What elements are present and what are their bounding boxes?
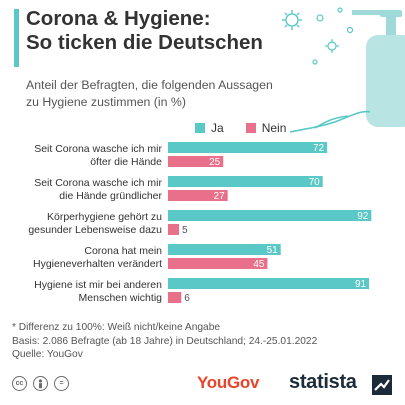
category-label-line: Menschen wichtig	[79, 292, 163, 304]
category-label: Hygiene ist mir bei anderen Menschen wich…	[34, 279, 162, 304]
soap-dispenser-icon	[352, 10, 405, 127]
data-label-ja: 72	[313, 143, 325, 154]
by-icon[interactable]	[33, 376, 48, 391]
category-label-line: Hygieneverhalten verändert	[33, 258, 162, 270]
data-label-ja: 51	[267, 245, 279, 256]
chart-notes: * Differenz zu 100%: Weiß nicht/keine An…	[12, 321, 317, 362]
note-difference: * Differenz zu 100%: Weiß nicht/keine An…	[12, 322, 221, 333]
bar-nein	[168, 190, 228, 201]
legend-label-ja: Ja	[211, 121, 224, 135]
subtitle-line-1: Anteil der Befragten, die folgenden Auss…	[26, 78, 273, 92]
bar-nein	[168, 258, 268, 269]
bar-ja	[168, 278, 370, 289]
title-line-1: Corona & Hygiene:	[26, 7, 211, 30]
legend-item-nein: Nein	[245, 121, 287, 135]
legend-item-ja: Ja	[195, 121, 224, 135]
bar-chart: Seit Corona wasche ich mir öfter die Händ…	[28, 142, 372, 304]
category-label-line: gesunder Lebensweise dazu	[28, 224, 162, 236]
note-source: Quelle: YouGov	[12, 349, 83, 360]
data-label-nein: 5	[182, 225, 188, 236]
subtitle-line-2: zu Hygiene zustimmen (in %)	[26, 95, 186, 109]
legend-swatch-ja	[195, 123, 205, 133]
data-label-ja: 92	[357, 211, 369, 222]
hygiene-illustration	[282, 7, 405, 133]
bar-ja	[168, 210, 372, 221]
data-label-nein: 25	[209, 157, 221, 168]
category-label: Seit Corona wasche ich mir die Hände grün…	[34, 177, 162, 202]
category-label-line: Corona hat mein	[84, 245, 162, 257]
footer: cc = YouGov statista	[0, 366, 405, 405]
data-label-ja: 91	[355, 279, 367, 290]
category-label-line: Hygiene ist mir bei anderen	[34, 279, 162, 291]
bar-nein	[168, 224, 180, 235]
page-title: Corona & Hygiene: So ticken die Deutsche…	[26, 7, 263, 55]
data-label-nein: 27	[214, 191, 226, 202]
data-label-nein: 45	[253, 259, 265, 270]
virus-icon	[282, 10, 302, 30]
category-label: Seit Corona wasche ich mir öfter die Händ…	[34, 143, 162, 168]
nd-icon[interactable]: =	[54, 376, 69, 391]
category-label: Corona hat mein Hygieneverhalten veränder…	[33, 245, 162, 270]
note-basis: Basis: 2.086 Befragte (ab 18 Jahre) in D…	[12, 335, 318, 347]
bar-ja	[168, 142, 328, 153]
statista-logo-mark[interactable]	[372, 375, 392, 395]
bubbles-icon	[312, 7, 354, 65]
category-label-line: Körperhygiene gehört zu	[47, 211, 162, 223]
category-label-line: öfter die Hände	[90, 156, 162, 168]
hand-icon	[289, 110, 371, 133]
chart-subtitle: Anteil der Befragten, die folgenden Auss…	[26, 77, 273, 111]
bar-nein	[168, 156, 224, 167]
legend-swatch-nein	[245, 123, 256, 133]
title-accent-bar	[14, 9, 19, 67]
license-icons: cc =	[12, 376, 75, 391]
statista-logo[interactable]: statista	[289, 371, 357, 393]
category-label-line: die Hände gründlicher	[59, 190, 162, 202]
cc-icon[interactable]: cc	[12, 376, 27, 391]
title-line-2: So ticken die Deutschen	[26, 31, 263, 54]
category-label: Körperhygiene gehört zu gesunder Lebenswe…	[28, 211, 162, 236]
category-label-line: Seit Corona wasche ich mir	[34, 177, 162, 189]
bar-ja	[168, 176, 323, 187]
virus-small-icon	[325, 39, 339, 53]
bar-nein	[168, 292, 182, 303]
data-label-ja: 70	[309, 177, 321, 188]
yougov-logo[interactable]: YouGov	[197, 373, 260, 392]
chart-legend: Ja Nein	[195, 121, 308, 135]
data-label-nein: 6	[184, 293, 190, 304]
bar-ja	[168, 244, 281, 255]
category-label-line: Seit Corona wasche ich mir	[34, 143, 162, 155]
legend-label-nein: Nein	[261, 121, 287, 135]
